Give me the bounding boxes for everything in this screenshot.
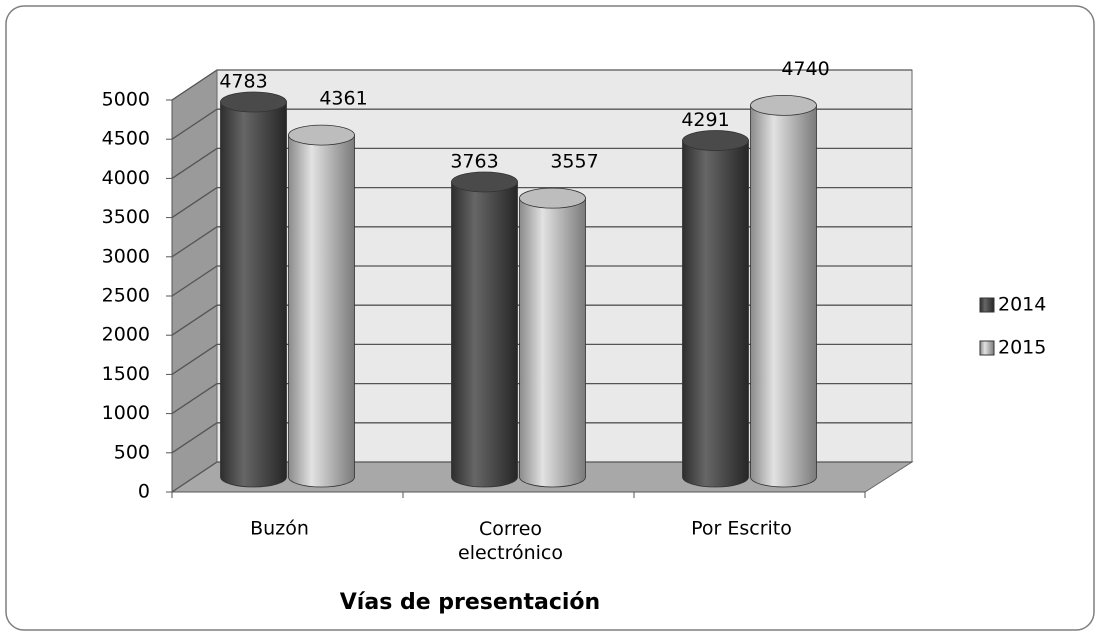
grid-line-side bbox=[171, 147, 218, 179]
grid-line-side bbox=[171, 343, 218, 375]
grid-line-side bbox=[171, 383, 218, 415]
data-label: 3557 bbox=[550, 151, 598, 173]
y-tick-label: 3500 bbox=[102, 206, 150, 228]
y-tick-label: 4500 bbox=[102, 128, 150, 150]
legend-label: 2014 bbox=[998, 294, 1046, 316]
cylinder-body bbox=[519, 197, 586, 488]
y-tick-label: 3000 bbox=[102, 245, 150, 267]
y-tick-label: 0 bbox=[138, 481, 150, 503]
cylinder-body bbox=[288, 134, 355, 488]
cylinder-top bbox=[288, 124, 355, 146]
y-tick-label: 1000 bbox=[102, 402, 150, 424]
y-tick-label: 1500 bbox=[102, 363, 150, 385]
data-label: 3763 bbox=[450, 150, 498, 172]
cylinder-top bbox=[750, 94, 817, 116]
grid-line-side bbox=[171, 108, 218, 140]
bar bbox=[750, 94, 817, 488]
bar bbox=[288, 124, 355, 488]
x-tick-label: Buzón bbox=[250, 518, 309, 540]
y-tick-label: 2500 bbox=[102, 285, 150, 307]
grid-line-side bbox=[171, 461, 218, 493]
legend-swatch bbox=[979, 297, 995, 313]
bar bbox=[682, 130, 749, 488]
cylinder-top bbox=[682, 130, 749, 151]
data-label: 4291 bbox=[681, 109, 729, 131]
grid-line bbox=[171, 69, 912, 101]
cylinder-body bbox=[682, 140, 749, 488]
bar bbox=[519, 187, 586, 488]
grid-line-side bbox=[171, 304, 218, 336]
x-axis-title: Vías de presentación bbox=[340, 590, 600, 615]
data-label: 4361 bbox=[319, 88, 367, 110]
cylinder-body bbox=[750, 104, 817, 488]
cylinder-top bbox=[220, 91, 287, 113]
y-tick-label: 2000 bbox=[102, 324, 150, 346]
grid-line-side bbox=[171, 69, 218, 101]
y-tick-label: 4000 bbox=[102, 167, 150, 189]
cylinder-top bbox=[519, 187, 586, 209]
cylinder-body bbox=[220, 101, 287, 488]
bar bbox=[451, 171, 518, 488]
y-tick-label: 500 bbox=[114, 441, 150, 463]
legend-label: 2015 bbox=[998, 337, 1046, 359]
grid-line-side bbox=[171, 226, 218, 258]
x-tick-label: Correo electrónico bbox=[458, 518, 563, 564]
grid-line-side bbox=[171, 265, 218, 297]
x-tick-label: Por Escrito bbox=[691, 518, 792, 540]
data-label: 4783 bbox=[219, 71, 267, 93]
cylinder-top bbox=[451, 171, 518, 193]
grid-line-side bbox=[171, 422, 218, 454]
cylinder-body bbox=[451, 181, 518, 488]
legend-swatch bbox=[979, 340, 995, 356]
bar bbox=[220, 91, 287, 488]
data-label: 4740 bbox=[781, 58, 829, 80]
y-tick-label: 5000 bbox=[102, 89, 150, 111]
grid-line-side bbox=[171, 187, 218, 219]
